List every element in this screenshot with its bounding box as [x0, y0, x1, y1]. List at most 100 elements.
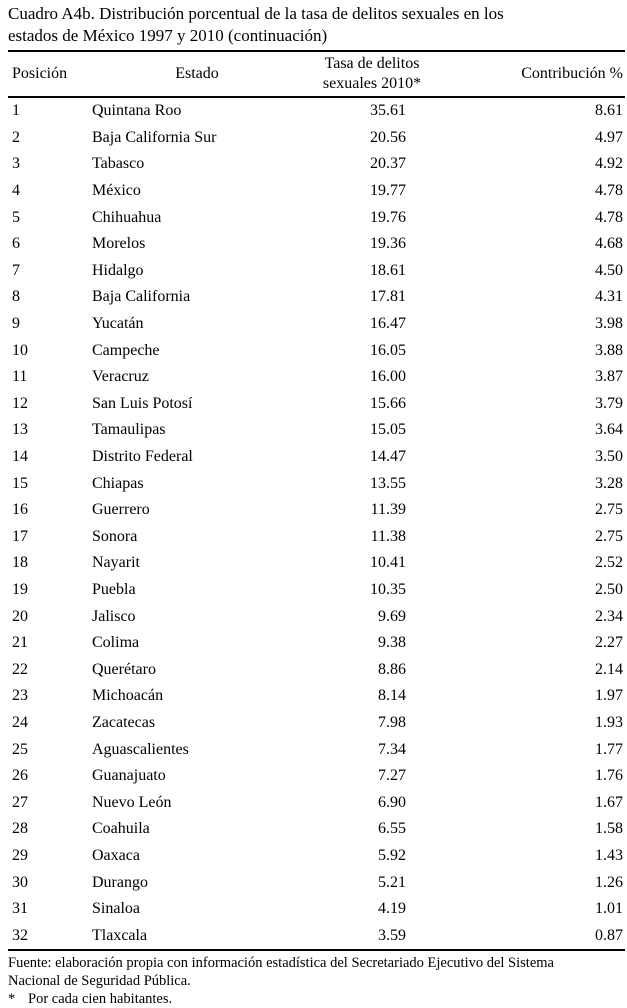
table-row: 22 Querétaro 8.86 2.14: [8, 656, 625, 683]
cell-estado: Puebla: [92, 580, 136, 598]
table-row: 31 Sinaloa 4.19 1.01: [8, 896, 625, 923]
cell-tasa: 14.47: [370, 448, 406, 466]
table-row: 23 Michoacán 8.14 1.97: [8, 683, 625, 710]
cell-posicion: 24: [12, 713, 28, 731]
cell-estado: Campeche: [92, 341, 160, 359]
cell-estado: Zacatecas: [92, 713, 156, 731]
cell-contribucion: 2.52: [595, 554, 623, 572]
cell-estado: Yucatán: [92, 315, 144, 333]
cell-tasa: 10.41: [370, 554, 406, 572]
cell-estado: Querétaro: [92, 660, 156, 678]
table-row: 2 Baja California Sur 20.56 4.97: [8, 125, 625, 152]
table-row: 16 Guerrero 11.39 2.75: [8, 497, 625, 524]
table-row: 29 Oaxaca 5.92 1.43: [8, 843, 625, 870]
cell-tasa: 8.14: [378, 687, 406, 705]
cell-posicion: 19: [12, 580, 28, 598]
cell-tasa: 5.92: [378, 846, 406, 864]
cell-contribucion: 3.87: [595, 368, 623, 386]
table-row: 7 Hidalgo 18.61 4.50: [8, 258, 625, 285]
cell-posicion: 18: [12, 554, 28, 572]
cell-contribucion: 3.50: [595, 448, 623, 466]
cell-estado: Nayarit: [92, 554, 140, 572]
cell-tasa: 8.86: [378, 660, 406, 678]
cell-contribucion: 1.93: [595, 713, 623, 731]
cell-contribucion: 3.79: [595, 394, 623, 412]
table-row: 26 Guanajuato 7.27 1.76: [8, 763, 625, 790]
col-header-contribucion: Contribución %: [442, 50, 625, 98]
cell-estado: San Luis Potosí: [92, 394, 193, 412]
cell-posicion: 11: [12, 368, 28, 386]
cell-estado: Nuevo León: [92, 793, 172, 811]
cell-contribucion: 4.31: [595, 288, 623, 306]
cell-posicion: 25: [12, 740, 28, 758]
data-table: Posición Estado Tasa de delitos sexuales…: [8, 50, 625, 951]
cell-estado: Chihuahua: [92, 208, 162, 226]
cell-posicion: 20: [12, 607, 28, 625]
cell-tasa: 4.19: [378, 900, 406, 918]
cell-contribucion: 3.28: [595, 474, 623, 492]
col-header-tasa: Tasa de delitos sexuales 2010*: [302, 50, 442, 98]
cell-posicion: 4: [12, 182, 20, 200]
col-header-posicion: Posición: [8, 50, 92, 98]
cell-contribucion: 1.76: [595, 767, 623, 785]
cell-estado: Michoacán: [92, 687, 164, 705]
cell-tasa: 6.55: [378, 820, 406, 838]
cell-contribucion: 3.98: [595, 315, 623, 333]
table-title-line-2: estados de México 1997 y 2010 (continuac…: [8, 26, 328, 45]
cell-posicion: 29: [12, 846, 28, 864]
cell-estado: Jalisco: [92, 607, 136, 625]
col-header-estado: Estado: [92, 50, 302, 98]
cell-tasa: 17.81: [370, 288, 406, 306]
cell-tasa: 18.61: [370, 261, 406, 279]
table-row: 15 Chiapas 13.55 3.28: [8, 470, 625, 497]
cell-contribucion: 2.50: [595, 580, 623, 598]
cell-posicion: 23: [12, 687, 28, 705]
table-header-row: Posición Estado Tasa de delitos sexuales…: [8, 50, 625, 98]
cell-estado: Sonora: [92, 527, 138, 545]
cell-posicion: 12: [12, 394, 28, 412]
table-row: 30 Durango 5.21 1.26: [8, 869, 625, 896]
cell-posicion: 14: [12, 448, 28, 466]
cell-contribucion: 1.26: [595, 873, 623, 891]
cell-contribucion: 2.75: [595, 527, 623, 545]
cell-posicion: 21: [12, 634, 28, 652]
table-row: 32 Tlaxcala 3.59 0.87: [8, 922, 625, 950]
cell-contribucion: 4.78: [595, 208, 623, 226]
cell-tasa: 10.35: [370, 580, 406, 598]
cell-tasa: 16.00: [370, 368, 406, 386]
cell-tasa: 15.66: [370, 394, 406, 412]
cell-contribucion: 2.14: [595, 660, 623, 678]
cell-contribucion: 2.27: [595, 634, 623, 652]
cell-estado: Guerrero: [92, 501, 150, 519]
cell-estado: Tabasco: [92, 155, 145, 173]
table-body: 1 Quintana Roo 35.61 8.61 2 Baja California S…: [8, 97, 625, 950]
cell-posicion: 3: [12, 155, 20, 173]
cell-tasa: 19.77: [370, 182, 406, 200]
cell-contribucion: 4.97: [595, 128, 623, 146]
footnote: * Por cada cien habitantes.: [8, 990, 619, 1008]
cell-tasa: 20.37: [370, 155, 406, 173]
table-row: 1 Quintana Roo 35.61 8.61: [8, 97, 625, 125]
cell-posicion: 6: [12, 235, 20, 253]
table-row: 18 Nayarit 10.41 2.52: [8, 550, 625, 577]
cell-tasa: 5.21: [378, 873, 406, 891]
cell-estado: Chiapas: [92, 474, 144, 492]
table-row: 12 San Luis Potosí 15.66 3.79: [8, 391, 625, 418]
cell-posicion: 9: [12, 315, 20, 333]
cell-estado: Oaxaca: [92, 846, 140, 864]
source-note-line-2: Nacional de Seguridad Pública.: [8, 973, 191, 989]
cell-posicion: 8: [12, 288, 20, 306]
cell-posicion: 13: [12, 421, 28, 439]
source-note-line-1: Fuente: elaboración propia con informaci…: [8, 955, 554, 971]
cell-contribucion: 1.58: [595, 820, 623, 838]
cell-tasa: 19.36: [370, 235, 406, 253]
cell-contribucion: 2.34: [595, 607, 623, 625]
cell-tasa: 3.59: [378, 926, 406, 944]
cell-contribucion: 1.77: [595, 740, 623, 758]
cell-posicion: 32: [12, 926, 28, 944]
cell-posicion: 31: [12, 900, 28, 918]
table-header: Posición Estado Tasa de delitos sexuales…: [8, 50, 625, 98]
cell-estado: Baja California Sur: [92, 128, 217, 146]
cell-tasa: 15.05: [370, 421, 406, 439]
cell-posicion: 5: [12, 208, 20, 226]
